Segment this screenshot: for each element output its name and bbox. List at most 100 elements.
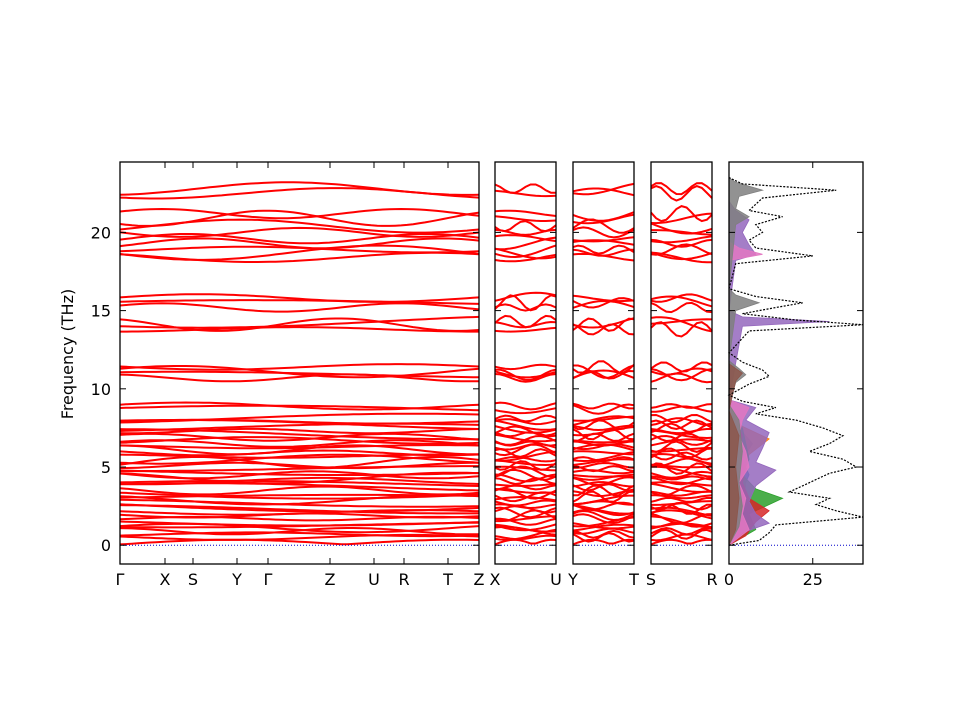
band-line: [650, 413, 713, 424]
band-line: [650, 301, 713, 314]
band-line: [572, 522, 635, 530]
band-line: [119, 491, 480, 500]
band-line: [650, 205, 713, 223]
band-line: [650, 481, 713, 487]
band-line: [650, 533, 713, 542]
band-line: [572, 402, 634, 410]
band-line: [650, 470, 713, 479]
band-line: [494, 534, 557, 541]
band-line: [572, 415, 635, 422]
band-line: [119, 436, 480, 445]
band-line: [650, 526, 713, 536]
band-line: [119, 181, 480, 196]
band-line: [650, 477, 713, 486]
band-line: [494, 363, 557, 371]
band-line: [572, 403, 635, 415]
x-tick-label: Γ: [264, 570, 273, 589]
band-line: [494, 253, 557, 263]
band-line: [494, 419, 557, 431]
band-line: [650, 434, 713, 446]
band-line: [119, 444, 480, 450]
band-line: [494, 538, 557, 546]
band-line: [572, 294, 635, 303]
dos-x-tick-label: 25: [803, 570, 823, 589]
band-line: [494, 460, 557, 471]
dos-projection-area: [728, 363, 743, 546]
y-tick-label: 20: [91, 223, 111, 242]
dos-total-line: [727, 177, 864, 546]
band-line: [650, 235, 713, 244]
band-line: [119, 538, 480, 546]
x-tick-label: T: [442, 570, 453, 589]
band-line: [119, 470, 480, 480]
band-line: [494, 465, 557, 478]
band-line: [572, 527, 635, 535]
band-line: [494, 244, 557, 259]
panel-frame: [494, 161, 557, 565]
x-tick-label: X: [490, 570, 501, 589]
band-line: [119, 453, 480, 465]
panel-frame: [119, 161, 480, 565]
band-line: [572, 244, 635, 255]
band-lines: [494, 183, 557, 546]
band-line: [573, 364, 635, 379]
band-line: [494, 234, 557, 243]
band-line: [572, 236, 635, 243]
band-line: [119, 469, 480, 476]
band-line: [572, 369, 635, 379]
band-line: [572, 456, 635, 463]
panel-frame: [572, 161, 635, 565]
band-line: [572, 419, 635, 431]
band-line: [650, 452, 713, 465]
band-line: [119, 365, 480, 379]
band-line: [119, 370, 480, 379]
band-line: [119, 237, 480, 250]
y-axis-label: Frequency (THz): [58, 289, 77, 419]
band-line: [572, 297, 635, 309]
band-line: [119, 444, 480, 456]
band-line: [572, 211, 635, 222]
band-line: [650, 318, 713, 325]
band-line: [650, 185, 713, 202]
band-line: [650, 528, 713, 540]
band-line: [119, 479, 480, 487]
band-line: [494, 401, 557, 411]
y-tick-label: 15: [91, 302, 111, 321]
y-tick-label: 0: [101, 536, 111, 555]
band-line: [119, 209, 480, 227]
band-line: [120, 465, 479, 473]
band-line: [572, 504, 635, 515]
dos-panel: 0 25: [724, 161, 864, 589]
band-line: [650, 372, 713, 384]
band-line: [494, 523, 557, 532]
band-line: [650, 295, 713, 308]
band-line: [650, 484, 713, 497]
dos-x-tick-label: 0: [724, 570, 734, 589]
y-tick-label: 10: [91, 380, 111, 399]
band-line: [650, 361, 713, 373]
band-line: [573, 484, 635, 497]
band-line: [494, 414, 557, 423]
band-line: [572, 187, 635, 197]
x-tick-label: T: [628, 570, 639, 589]
band-line: [650, 212, 713, 225]
band-line: [494, 291, 557, 302]
band-line: [572, 317, 635, 329]
x-tick-label: Z: [474, 570, 485, 589]
band-line: [650, 428, 712, 435]
x-tick-label: Z: [325, 570, 336, 589]
band-line: [650, 496, 713, 503]
band-line: [572, 523, 635, 532]
x-tick-label: S: [188, 570, 198, 589]
band-line: [494, 484, 557, 491]
x-tick-label: X: [160, 570, 171, 589]
band-panel-1: 0 5 10 15 20 Γ X S Y Γ Z U R T Z: [91, 161, 485, 589]
band-line: [572, 248, 635, 257]
band-line: [572, 360, 635, 374]
band-line: [119, 373, 480, 383]
band-line: [119, 299, 480, 305]
band-line: [494, 215, 557, 222]
band-line: [651, 446, 713, 453]
